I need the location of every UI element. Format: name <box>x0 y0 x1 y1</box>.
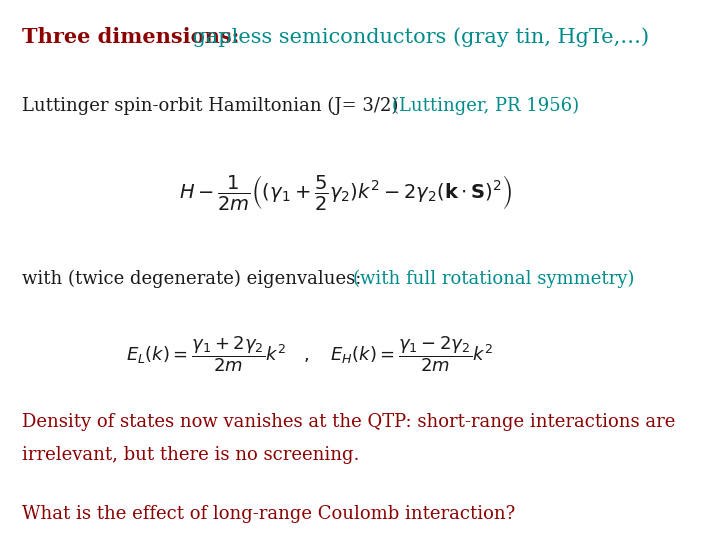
Text: irrelevant, but there is no screening.: irrelevant, but there is no screening. <box>22 446 359 463</box>
Text: (with full rotational symmetry): (with full rotational symmetry) <box>353 270 634 288</box>
Text: Luttinger spin-orbit Hamiltonian (J= 3/2): Luttinger spin-orbit Hamiltonian (J= 3/2… <box>22 97 404 116</box>
Text: $E_L(k) = \dfrac{\gamma_1 + 2\gamma_2}{2m}k^2 \quad , \quad E_H(k) = \dfrac{\gam: $E_L(k) = \dfrac{\gamma_1 + 2\gamma_2}{2… <box>126 335 493 374</box>
Text: (Luttinger, PR 1956): (Luttinger, PR 1956) <box>392 97 580 116</box>
Text: $H - \dfrac{1}{2m}\left((\gamma_1 + \dfrac{5}{2}\gamma_2)k^2 - 2\gamma_2(\mathbf: $H - \dfrac{1}{2m}\left((\gamma_1 + \dfr… <box>179 173 513 212</box>
Text: Density of states now vanishes at the QTP: short-range interactions are: Density of states now vanishes at the QT… <box>22 413 675 431</box>
Text: gapless semiconductors (gray tin, HgTe,…): gapless semiconductors (gray tin, HgTe,…… <box>186 27 649 46</box>
Text: with (twice degenerate) eigenvalues:: with (twice degenerate) eigenvalues: <box>22 270 366 288</box>
Text: Three dimensions:: Three dimensions: <box>22 27 239 47</box>
Text: What is the effect of long-range Coulomb interaction?: What is the effect of long-range Coulomb… <box>22 505 515 523</box>
